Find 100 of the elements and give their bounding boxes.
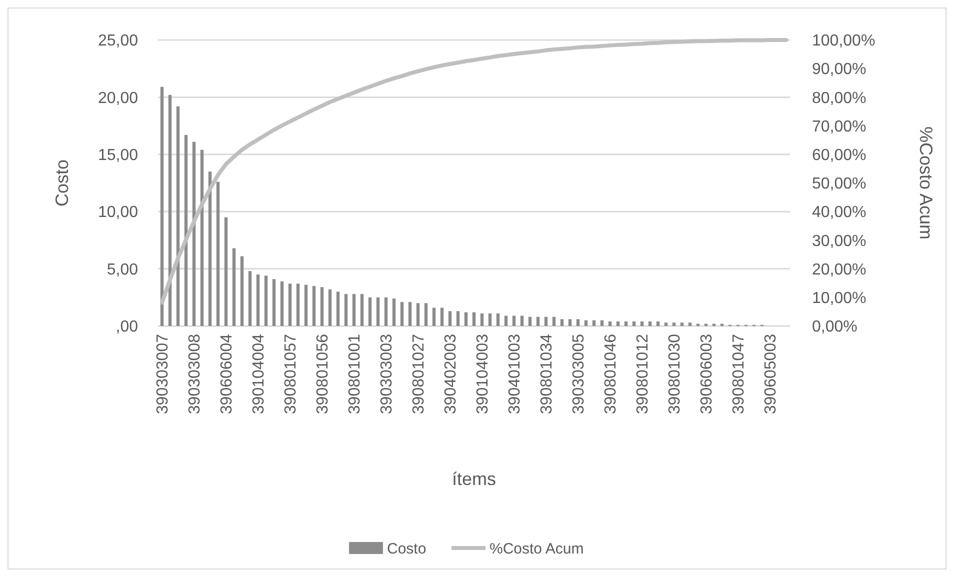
- x-tick-label: 390402003: [442, 334, 460, 414]
- bar: [336, 292, 340, 326]
- y-tick-label: 10,00: [98, 204, 138, 222]
- bar: [376, 297, 380, 326]
- bar: [416, 303, 420, 326]
- bar: [248, 271, 252, 326]
- bar: [672, 322, 676, 326]
- bar: [304, 284, 308, 326]
- bar: [576, 319, 580, 326]
- bar: [552, 316, 556, 326]
- bar: [464, 312, 468, 326]
- bar: [440, 308, 444, 326]
- bar: [600, 320, 604, 326]
- x-tick-label: 390801057: [282, 334, 300, 414]
- bar: [280, 281, 284, 326]
- bar: [312, 286, 316, 326]
- bar: [528, 316, 532, 326]
- bar: [472, 312, 476, 326]
- x-tick-label: 390801047: [730, 334, 748, 414]
- x-tick-label: 390605003: [762, 334, 780, 414]
- bar: [496, 313, 500, 326]
- line-series: [160, 38, 788, 305]
- legend-label: %Costo Acum: [490, 540, 584, 558]
- y2-tick-label: 0,00%: [812, 318, 858, 336]
- bar: [512, 316, 516, 326]
- bar: [296, 284, 300, 326]
- x-tick-label: 390801001: [346, 334, 364, 414]
- bar: [616, 321, 620, 326]
- bar: [520, 316, 524, 326]
- y2-axis-title: %Costo Acum: [916, 126, 936, 240]
- bar: [624, 321, 628, 326]
- bar: [160, 86, 164, 326]
- x-tick-label: 390303003: [378, 334, 396, 414]
- bar: [272, 279, 276, 326]
- bar: [224, 217, 228, 326]
- y2-tick-label: 10,00%: [812, 290, 866, 307]
- legend-label: Costo: [387, 540, 426, 558]
- bar: [360, 294, 364, 326]
- bar: [368, 297, 372, 326]
- bar: [536, 316, 540, 326]
- bar: [328, 289, 332, 326]
- y-tick-label: 25,00: [98, 32, 138, 50]
- bar: [232, 248, 236, 326]
- x-tick-label: 390801012: [634, 334, 652, 414]
- bar: [568, 319, 572, 326]
- bar: [648, 321, 652, 326]
- bar: [352, 294, 356, 326]
- x-tick-label: 390104004: [250, 334, 268, 414]
- bar: [448, 311, 452, 326]
- bar: [640, 321, 644, 326]
- y-tick-label: 15,00: [98, 147, 138, 164]
- y2-tick-label: 20,00%: [812, 261, 866, 278]
- x-tick-label: 390801030: [666, 334, 684, 414]
- y2-tick-label: 100,00%: [812, 32, 876, 50]
- x-tick-label: 390303007: [154, 334, 172, 414]
- x-tick-label: 390606004: [218, 334, 236, 414]
- x-axis-title: ítems: [452, 469, 496, 489]
- bar: [608, 321, 612, 326]
- bar: [632, 321, 636, 326]
- bar: [656, 321, 660, 326]
- x-tick-label: 390104003: [474, 334, 492, 414]
- bar: [288, 284, 292, 326]
- y2-tick-label: 40,00%: [812, 204, 866, 222]
- bar: [584, 320, 588, 326]
- bar: [544, 316, 548, 326]
- x-tick-label: 390606003: [698, 334, 716, 414]
- x-tick-label: 390801046: [602, 334, 620, 414]
- y2-tick-label: 50,00%: [812, 176, 866, 193]
- y-tick-label: 20,00: [98, 90, 138, 107]
- bar: [344, 294, 348, 326]
- y2-tick-label: 90,00%: [812, 61, 866, 78]
- bar: [560, 319, 564, 326]
- bar: [680, 322, 684, 326]
- y-tick-label: 5,00: [106, 261, 138, 278]
- bar: [432, 308, 436, 326]
- x-tick-label: 390801034: [538, 334, 556, 414]
- bar: [320, 287, 324, 326]
- bar: [688, 322, 692, 326]
- bar: [216, 182, 220, 326]
- x-tick-label: 390801027: [410, 334, 428, 414]
- bar: [664, 322, 668, 326]
- x-tick-label: 390801056: [314, 334, 332, 414]
- y-axis-title: Costo: [52, 159, 72, 207]
- bar: [504, 316, 508, 326]
- bar: [592, 320, 596, 326]
- y2-tick-label: 80,00%: [812, 90, 866, 107]
- y2-tick-label: 30,00%: [812, 232, 866, 250]
- bar: [488, 313, 492, 326]
- bar: [480, 313, 484, 326]
- x-tick-label: 390303005: [570, 334, 588, 414]
- bar: [240, 256, 244, 326]
- x-tick-label: 390303008: [186, 334, 204, 414]
- bar: [456, 311, 460, 326]
- bar: [424, 303, 428, 326]
- bar: [400, 302, 404, 326]
- bar: [392, 298, 396, 326]
- bar: [408, 302, 412, 326]
- y-tick-label: ,00: [116, 318, 138, 336]
- bar: [384, 297, 388, 326]
- bar: [264, 276, 268, 326]
